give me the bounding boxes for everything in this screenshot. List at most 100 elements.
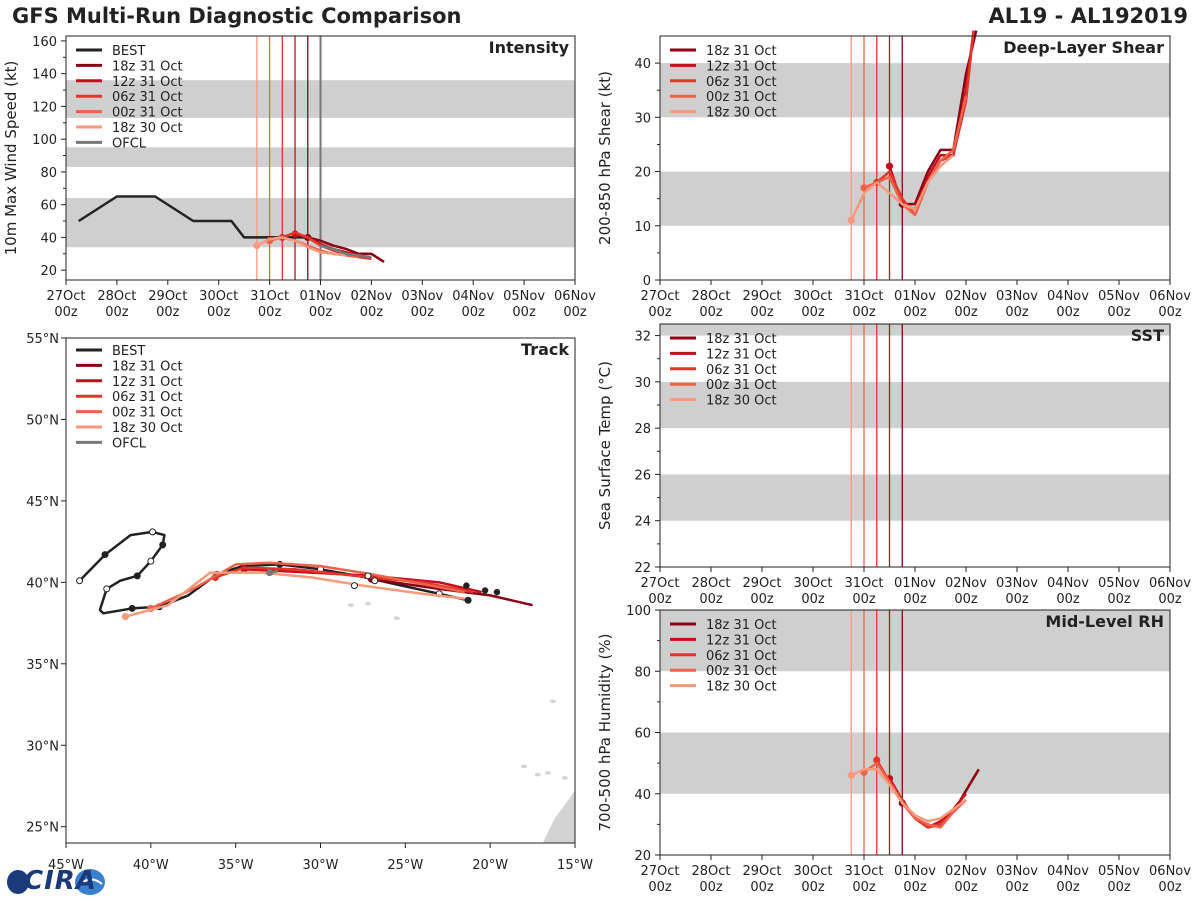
tick-label-line: 02Nov xyxy=(945,864,987,879)
tick-label-line: 27Oct xyxy=(640,576,679,591)
cira-logo-icon xyxy=(7,869,105,895)
y-axis-label: Sea Surface Temp (°C) xyxy=(596,361,614,530)
tick-label-line: 00z xyxy=(1005,880,1029,895)
lat-tick-label: 35°N xyxy=(26,658,59,673)
panel-title: Track xyxy=(521,340,569,359)
x-tick-label: 29Oct 00z xyxy=(742,289,781,320)
series-line xyxy=(256,236,347,257)
land-island xyxy=(393,616,400,620)
tick-label-line: 00z xyxy=(411,305,435,320)
band xyxy=(660,171,1170,226)
tick-label-line: 00z xyxy=(750,592,774,607)
init-marker xyxy=(847,771,855,779)
tick-label-line: 03Nov xyxy=(996,864,1038,879)
tick-label-line: 00z xyxy=(207,305,231,320)
x-tick-label: 31Oct 00z xyxy=(844,576,883,607)
tick-label-line: 00z xyxy=(54,305,78,320)
x-tick-label: 02Nov 00z xyxy=(945,289,987,320)
tick-label-line: 31Oct xyxy=(844,289,883,304)
init-marker xyxy=(860,184,868,192)
best-track-point xyxy=(159,541,167,549)
legend-label: 12z 31 Oct xyxy=(112,75,183,90)
track-init-marker xyxy=(266,568,274,577)
tick-label-line: 00z xyxy=(156,305,180,320)
best-track-point xyxy=(149,528,157,536)
lon-tick-label: 25°W xyxy=(387,858,423,873)
tick-label-line: 00z xyxy=(1056,592,1080,607)
tick-label-line: 31Oct xyxy=(844,864,883,879)
track-line xyxy=(371,577,533,607)
tick-label-line: 04Nov xyxy=(452,289,494,304)
cira-logo-text: CIRA xyxy=(24,866,97,896)
tick-label-line: 03Nov xyxy=(996,289,1038,304)
tick-label-line: 00z xyxy=(903,592,927,607)
x-tick-label: 02Nov 00z xyxy=(945,864,987,895)
y-tick-label: 80 xyxy=(40,166,57,181)
x-tick-label: 30Oct 00z xyxy=(793,576,832,607)
land-island xyxy=(561,776,568,780)
legend-label: 18z 30 Oct xyxy=(706,394,777,409)
legend-label: 18z 31 Oct xyxy=(112,59,183,74)
x-tick-label: 27Oct 00z xyxy=(46,289,85,320)
series-line xyxy=(307,236,385,264)
band xyxy=(660,474,1170,521)
storm-id-title: AL19 - AL192019 xyxy=(988,4,1189,28)
band xyxy=(660,610,1170,672)
x-tick-label: 27Oct 00z xyxy=(640,576,679,607)
tick-label-line: 00z xyxy=(750,880,774,895)
tick-label-line: 04Nov xyxy=(1047,289,1089,304)
legend-label: OFCL xyxy=(112,436,147,451)
lat-tick-label: 50°N xyxy=(26,413,59,428)
tick-label-line: 01Nov xyxy=(894,289,936,304)
tick-label-line: 00z xyxy=(1158,305,1182,320)
forecast-point-open xyxy=(371,577,379,585)
cira-logo: CIRA xyxy=(4,866,108,898)
best-track-point xyxy=(147,557,155,565)
series-line xyxy=(863,761,967,829)
legend-label: 00z 31 Oct xyxy=(112,406,183,421)
tick-label-line: 03Nov xyxy=(401,289,443,304)
tick-label-line: 06Nov xyxy=(1149,864,1191,879)
x-tick-label: 29Oct 00z xyxy=(742,576,781,607)
lon-tick-label: 30°W xyxy=(303,858,339,873)
x-tick-label: 29Oct 00z xyxy=(742,864,781,895)
tick-label-line: 03Nov xyxy=(996,576,1038,591)
tick-label-line: 00z xyxy=(852,880,876,895)
legend-label: 18z 31 Oct xyxy=(112,359,183,374)
lat-tick-label: 30°N xyxy=(26,739,59,754)
tick-label-line: 02Nov xyxy=(350,289,392,304)
x-tick-label: 01Nov 00z xyxy=(894,576,936,607)
legend-label: 00z 31 Oct xyxy=(706,378,777,393)
tick-label-line: 00z xyxy=(1056,305,1080,320)
tick-label-line: 00z xyxy=(1158,592,1182,607)
y-tick-label: 32 xyxy=(634,330,651,345)
y-tick-label: 60 xyxy=(40,199,57,214)
y-tick-label: 100 xyxy=(626,604,651,619)
lat-tick-label: 25°N xyxy=(26,821,59,836)
forecast-point xyxy=(463,582,470,589)
series-line xyxy=(850,154,955,221)
tick-label-line: 00z xyxy=(1005,592,1029,607)
lat-tick-label: 55°N xyxy=(26,332,59,347)
x-tick-label: 31Oct 00z xyxy=(844,289,883,320)
y-tick-label: 30 xyxy=(634,376,651,391)
y-tick-label: 40 xyxy=(40,231,57,246)
x-tick-label: 04Nov 00z xyxy=(1047,864,1089,895)
tick-label-line: 27Oct xyxy=(640,864,679,879)
x-tick-label: 06Nov 00z xyxy=(1149,864,1191,895)
legend-label: 06z 31 Oct xyxy=(706,649,777,664)
legend-label: OFCL xyxy=(112,136,147,151)
forecast-point xyxy=(481,587,489,594)
x-tick-label: 03Nov 00z xyxy=(996,289,1038,320)
y-tick-label: 80 xyxy=(634,665,651,680)
tick-label-line: 00z xyxy=(648,880,672,895)
y-tick-label: 20 xyxy=(634,849,651,864)
x-tick-label: 06Nov 00z xyxy=(1149,289,1191,320)
best-track-point xyxy=(101,551,109,559)
x-tick-label: 28Oct 00z xyxy=(97,289,136,320)
tick-label-line: 29Oct xyxy=(148,289,187,304)
tick-label-line: 00z xyxy=(258,305,282,320)
